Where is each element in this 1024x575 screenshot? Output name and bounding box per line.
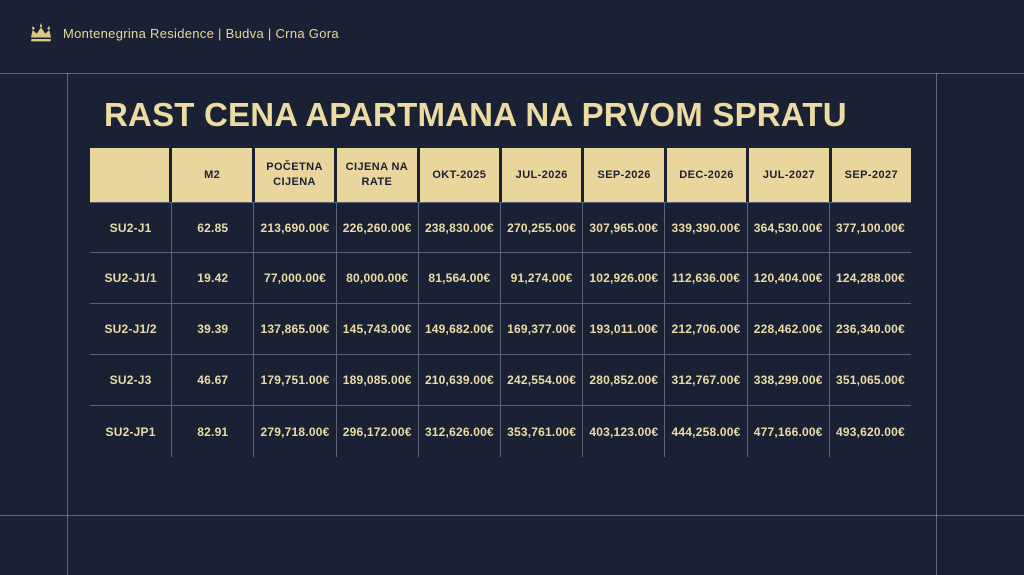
value-cell: 137,865.00€ — [254, 304, 337, 355]
frame-line-top — [0, 73, 1024, 74]
value-cell: 228,462.00€ — [747, 304, 830, 355]
value-cell: 149,682.00€ — [418, 304, 502, 355]
value-cell: 39.39 — [172, 304, 255, 355]
value-cell: 212,706.00€ — [665, 304, 748, 355]
column-header: SEP-2026 — [584, 148, 664, 202]
value-cell: 403,123.00€ — [583, 406, 666, 457]
value-cell: 62.85 — [172, 202, 255, 253]
apartment-id-cell: SU2-J1/1 — [90, 253, 173, 304]
column-header: JUL-2027 — [749, 148, 829, 202]
value-cell: 351,065.00€ — [829, 355, 912, 406]
table-header-row: M2 POČETNA CIJENA CIJENA NA RATE OKT-2025 JU… — [90, 148, 912, 202]
value-cell: 477,166.00€ — [748, 406, 830, 457]
table-row: SU2-J1/2 39.39 137,865.00€ 145,743.00€ 149,6… — [90, 304, 912, 355]
table-row: SU2-J3 46.67 179,751.00€ 189,085.00€ 210,639… — [90, 355, 912, 406]
value-cell: 377,100.00€ — [829, 202, 912, 253]
frame-line-right — [936, 73, 937, 575]
apartment-id-cell: SU2-JP1 — [90, 406, 173, 457]
value-cell: 280,852.00€ — [583, 355, 666, 406]
column-header: OKT-2025 — [419, 148, 500, 202]
value-cell: 210,639.00€ — [418, 355, 502, 406]
table-row: SU2-JP1 82.91 279,718.00€ 296,172.00€ 312,62… — [90, 406, 911, 457]
value-cell: 236,340.00€ — [829, 304, 912, 355]
frame-line-bottom — [0, 515, 1024, 516]
value-cell: 238,830.00€ — [418, 202, 502, 253]
apartment-id-cell: SU2-J3 — [90, 355, 173, 406]
table-row: SU2-J1/1 19.42 77,000.00€ 80,000.00€ 81,564.… — [90, 253, 912, 304]
value-cell: 19.42 — [172, 253, 255, 304]
column-header — [90, 148, 170, 202]
value-cell: 91,274.00€ — [501, 253, 584, 304]
brand-text: Montenegrina Residence | Budva | Crna Go… — [63, 25, 339, 41]
column-header: JUL-2026 — [502, 148, 582, 202]
value-cell: 82.91 — [172, 406, 255, 457]
value-cell: 145,743.00€ — [336, 304, 419, 355]
frame-line-left — [67, 73, 68, 575]
column-header: POČETNA CIJENA — [254, 148, 335, 202]
value-cell: 193,011.00€ — [583, 304, 666, 355]
value-cell: 169,377.00€ — [501, 304, 584, 355]
value-cell: 124,288.00€ — [829, 253, 912, 304]
value-cell: 493,620.00€ — [835, 424, 905, 439]
crown-icon — [28, 22, 54, 44]
page-title: RAST CENA APARTMANA NA PRVOM SPRATU — [104, 96, 847, 133]
column-header: M2 — [172, 148, 252, 202]
price-table: M2 POČETNA CIJENA CIJENA NA RATE OKT-2025 JU… — [90, 148, 912, 457]
column-header: CIJENA NA RATE — [337, 148, 417, 202]
value-cell: 353,761.00€ — [501, 406, 584, 457]
value-cell: 339,390.00€ — [665, 202, 748, 253]
value-cell: 338,299.00€ — [747, 355, 830, 406]
value-cell: 270,255.00€ — [501, 202, 584, 253]
value-cell: 312,626.00€ — [419, 406, 502, 457]
value-cell: 364,530.00€ — [747, 202, 830, 253]
value-cell: 112,636.00€ — [665, 253, 748, 304]
value-cell: 242,554.00€ — [501, 355, 584, 406]
value-cell: 46.67 — [172, 355, 255, 406]
table-row: SU2-J1 62.85 213,690.00€ 226,260.00€ 238,830… — [90, 202, 912, 253]
column-header: SEP-2027 — [831, 148, 912, 202]
value-cell: 102,926.00€ — [583, 253, 666, 304]
value-cell: 444,258.00€ — [665, 406, 748, 457]
value-cell: 189,085.00€ — [336, 355, 419, 406]
value-cell: 179,751.00€ — [254, 355, 337, 406]
apartment-id-cell: SU2-J1/2 — [90, 304, 173, 355]
brand-header: Montenegrina Residence | Budva | Crna Go… — [28, 22, 339, 44]
value-cell: 296,172.00€ — [337, 406, 419, 457]
column-header: DEC-2026 — [666, 148, 747, 202]
value-cell: 120,404.00€ — [747, 253, 830, 304]
value-cell: 307,965.00€ — [583, 202, 666, 253]
value-cell: 312,767.00€ — [665, 355, 748, 406]
apartment-id-cell: SU2-J1 — [90, 202, 173, 253]
value-cell: 226,260.00€ — [336, 202, 419, 253]
value-cell: 77,000.00€ — [254, 253, 337, 304]
value-cell: 213,690.00€ — [254, 202, 337, 253]
value-cell: 279,718.00€ — [254, 406, 337, 457]
value-cell: 80,000.00€ — [336, 253, 419, 304]
value-cell: 81,564.00€ — [418, 253, 502, 304]
